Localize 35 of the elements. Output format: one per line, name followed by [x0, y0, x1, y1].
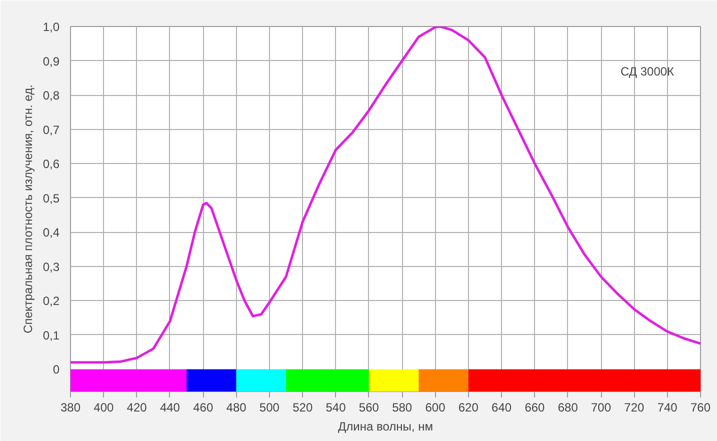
x-tick-label: 760	[690, 400, 711, 414]
y-tick-label: 1,0	[42, 20, 60, 34]
x-tick-label: 660	[524, 400, 546, 414]
x-tick-label: 380	[60, 400, 81, 414]
y-tick-label: 0,7	[42, 122, 60, 137]
y-tick-label: 0,6	[42, 157, 60, 172]
y-tick-label: 0,5	[42, 191, 60, 206]
x-tick-label: 460	[193, 400, 214, 414]
y-axis-title: Спектральная плотность излучения, отн. ед.	[20, 84, 35, 334]
x-tick-label: 600	[425, 400, 446, 414]
y-tick-label: 0	[52, 362, 60, 377]
x-tick-label: 480	[226, 400, 247, 414]
x-tick-label: 420	[126, 400, 148, 414]
y-tick-label: 0,4	[42, 226, 60, 240]
x-tick-label: 560	[358, 400, 380, 414]
x-tick-label: 540	[326, 400, 346, 414]
x-tick-label: 520	[292, 400, 313, 414]
x-tick-label: 400	[94, 400, 114, 414]
x-tick-label: 580	[392, 400, 412, 414]
annotation: СД 3000К	[620, 64, 674, 78]
x-tick-label: 620	[458, 400, 479, 414]
y-tick-label: 0,8	[42, 88, 60, 103]
y-tick-label: 0,2	[42, 294, 60, 308]
x-tick-label: 500	[259, 400, 280, 414]
x-tick-label: 720	[624, 400, 645, 414]
x-tick-label: 680	[558, 400, 578, 414]
y-tick-label: 0,3	[42, 260, 60, 274]
line-series	[70, 26, 700, 364]
y-tick-label: 0,1	[42, 328, 60, 342]
x-axis-title: Длина волны, нм	[338, 420, 433, 434]
x-tick-label: 740	[657, 400, 678, 414]
x-tick-label: 700	[591, 400, 612, 414]
x-tick-label: 640	[492, 400, 512, 414]
x-tick-label: 440	[160, 400, 180, 414]
y-tick-label: 0,9	[42, 54, 60, 68]
